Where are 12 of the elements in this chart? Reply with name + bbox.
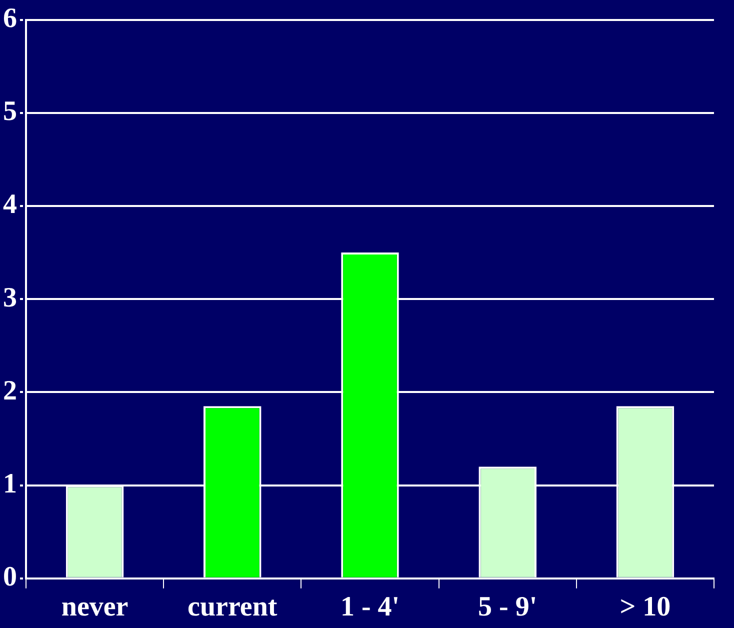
y-tick-label: 1 [3, 468, 17, 500]
x-tick-label: > 10 [620, 591, 671, 622]
x-tick-label: 1 - 4' [340, 591, 400, 622]
y-tick-label: 3 [3, 282, 17, 314]
y-tick-label: 6 [3, 3, 17, 34]
x-tick-label: never [61, 591, 128, 622]
y-tick-label: 4 [3, 189, 17, 220]
y-tick-label: 5 [3, 96, 17, 128]
x-tick-label: 5 - 9' [478, 591, 538, 622]
y-tick-label: 2 [3, 375, 17, 406]
x-tick-label: current [188, 591, 278, 622]
y-tick-label: 0 [3, 562, 17, 593]
